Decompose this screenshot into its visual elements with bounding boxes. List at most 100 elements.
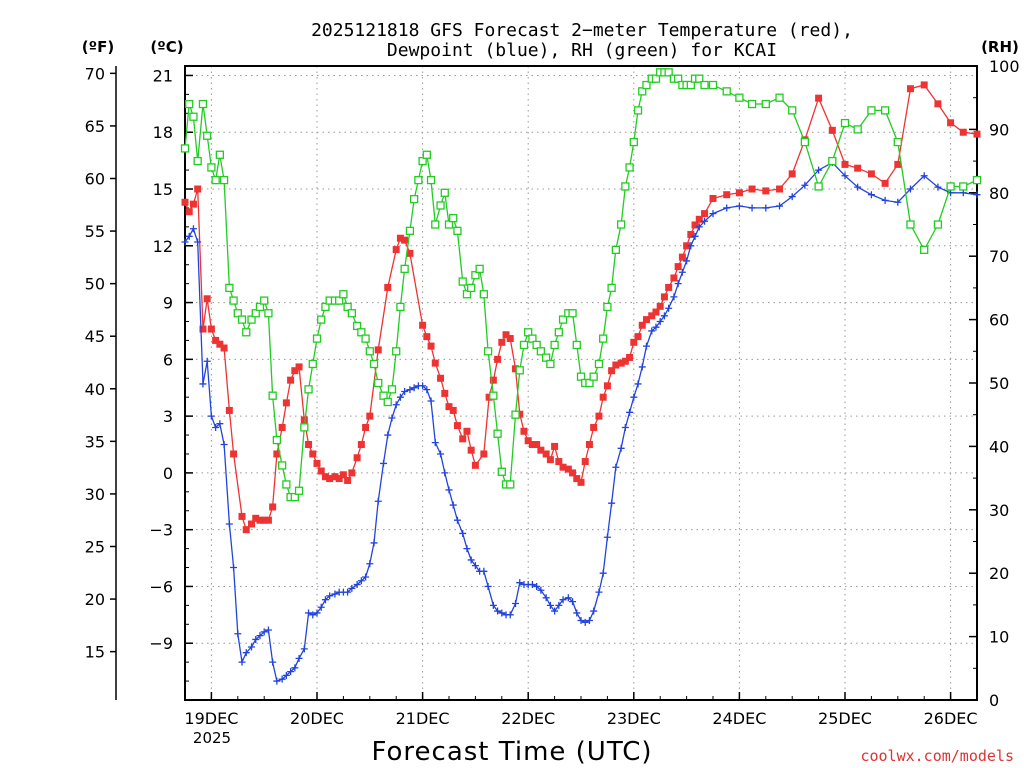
rh-point <box>747 99 757 109</box>
rh-tick-label: 70 <box>989 247 1009 266</box>
rh-point <box>972 175 982 185</box>
rh-point <box>233 309 242 318</box>
x-tick-label: 22DEC <box>501 709 555 728</box>
temperature-point <box>634 333 642 341</box>
dewpoint-point <box>300 645 308 653</box>
temperature-point <box>569 469 577 477</box>
rh-point <box>664 68 673 77</box>
celsius-tick-label: 21 <box>153 66 173 85</box>
rh-point <box>317 315 326 324</box>
dewpoint-point <box>344 588 352 596</box>
celsius-tick-label: 3 <box>163 407 173 426</box>
temperature-point <box>934 100 942 108</box>
temperature-point <box>701 210 709 218</box>
temperature-point <box>480 450 488 458</box>
temperature-point <box>459 435 467 443</box>
dewpoint-point <box>634 380 642 388</box>
rh-point <box>440 188 449 197</box>
rh-point <box>603 302 612 312</box>
rh-point <box>788 106 797 115</box>
temperature-point <box>278 423 286 431</box>
rh-point <box>219 175 229 185</box>
rh-point <box>625 163 634 172</box>
dewpoint-point <box>220 441 228 449</box>
temperature-point <box>357 441 365 449</box>
dewpoint-point <box>230 564 238 572</box>
dewpoint-point <box>528 581 536 589</box>
dewpoint-point <box>542 594 550 602</box>
temperature-point <box>463 427 471 435</box>
rh-tick-label: 100 <box>989 57 1020 76</box>
dewpoint-point <box>920 172 928 180</box>
temperature-point <box>384 283 392 291</box>
dewpoint-point <box>423 386 431 394</box>
rh-tick-label: 90 <box>989 120 1009 139</box>
fahrenheit-axis-label: (ºF) <box>82 38 114 56</box>
plot-frame <box>184 65 978 701</box>
x-tick-label: 20DEC <box>290 709 344 728</box>
temperature-point <box>300 416 308 424</box>
rh-point <box>379 391 388 400</box>
temperature-point <box>524 437 532 445</box>
rh-point <box>229 296 238 305</box>
dewpoint-point <box>410 384 418 392</box>
temperature-point <box>906 85 914 93</box>
temperature-point <box>282 399 290 407</box>
rh-point <box>920 245 929 255</box>
dewpoint-point <box>709 210 717 218</box>
dewpoint-point <box>445 486 453 494</box>
temperature-point <box>362 423 370 431</box>
celsius-tick-label: 6 <box>163 350 173 369</box>
dewpoint-point <box>203 357 211 365</box>
rh-point <box>193 156 202 166</box>
temperature-point <box>203 295 211 303</box>
temperature-point <box>309 450 317 458</box>
fahrenheit-tick-label: 25 <box>85 537 105 556</box>
rh-point <box>695 74 704 83</box>
x-tick-label: 23DEC <box>607 709 661 728</box>
rh-point <box>638 87 647 96</box>
dewpoint-point <box>723 204 731 212</box>
temperature-point <box>326 475 334 483</box>
rh-point <box>621 182 630 191</box>
dewpoint-point <box>388 414 396 422</box>
temperature-point <box>678 253 686 261</box>
temperature-point <box>577 478 585 486</box>
fahrenheit-tick-label: 55 <box>85 222 105 241</box>
rh-point <box>264 309 273 318</box>
rh-point <box>959 182 968 191</box>
dewpoint-point <box>630 393 638 401</box>
temperature-point <box>867 170 875 178</box>
rh-point <box>462 290 472 299</box>
dewpoint-point <box>801 181 809 189</box>
rh-tick-label: 80 <box>989 184 1009 203</box>
rh-point <box>633 106 643 115</box>
dewpoint-point <box>321 596 329 604</box>
dewpoint-point <box>248 643 256 651</box>
rh-point <box>506 480 515 489</box>
temperature-point <box>559 463 567 471</box>
temperature-point <box>735 189 743 197</box>
rh-point <box>278 461 287 470</box>
temperature-point <box>331 473 339 481</box>
rh-point <box>616 220 626 229</box>
rh-point <box>357 328 366 337</box>
rh-point <box>405 226 415 235</box>
temperature-point <box>748 185 756 193</box>
dewpoint-point <box>326 592 334 600</box>
dewpoint-point <box>252 635 260 643</box>
dewpoint-point <box>512 599 520 607</box>
rh-point <box>207 163 216 172</box>
dewpoint-point <box>573 609 581 617</box>
temperature-point <box>256 516 264 524</box>
dewpoint-point <box>776 202 784 210</box>
temperature-point <box>287 376 295 384</box>
dewpoint-point <box>585 617 593 625</box>
dewpoint-point <box>581 618 589 626</box>
dewpoint-point <box>305 609 313 617</box>
rh-point <box>247 315 256 324</box>
temperature-point <box>564 465 572 473</box>
rh-point <box>352 321 362 331</box>
temperature-point <box>590 423 598 431</box>
